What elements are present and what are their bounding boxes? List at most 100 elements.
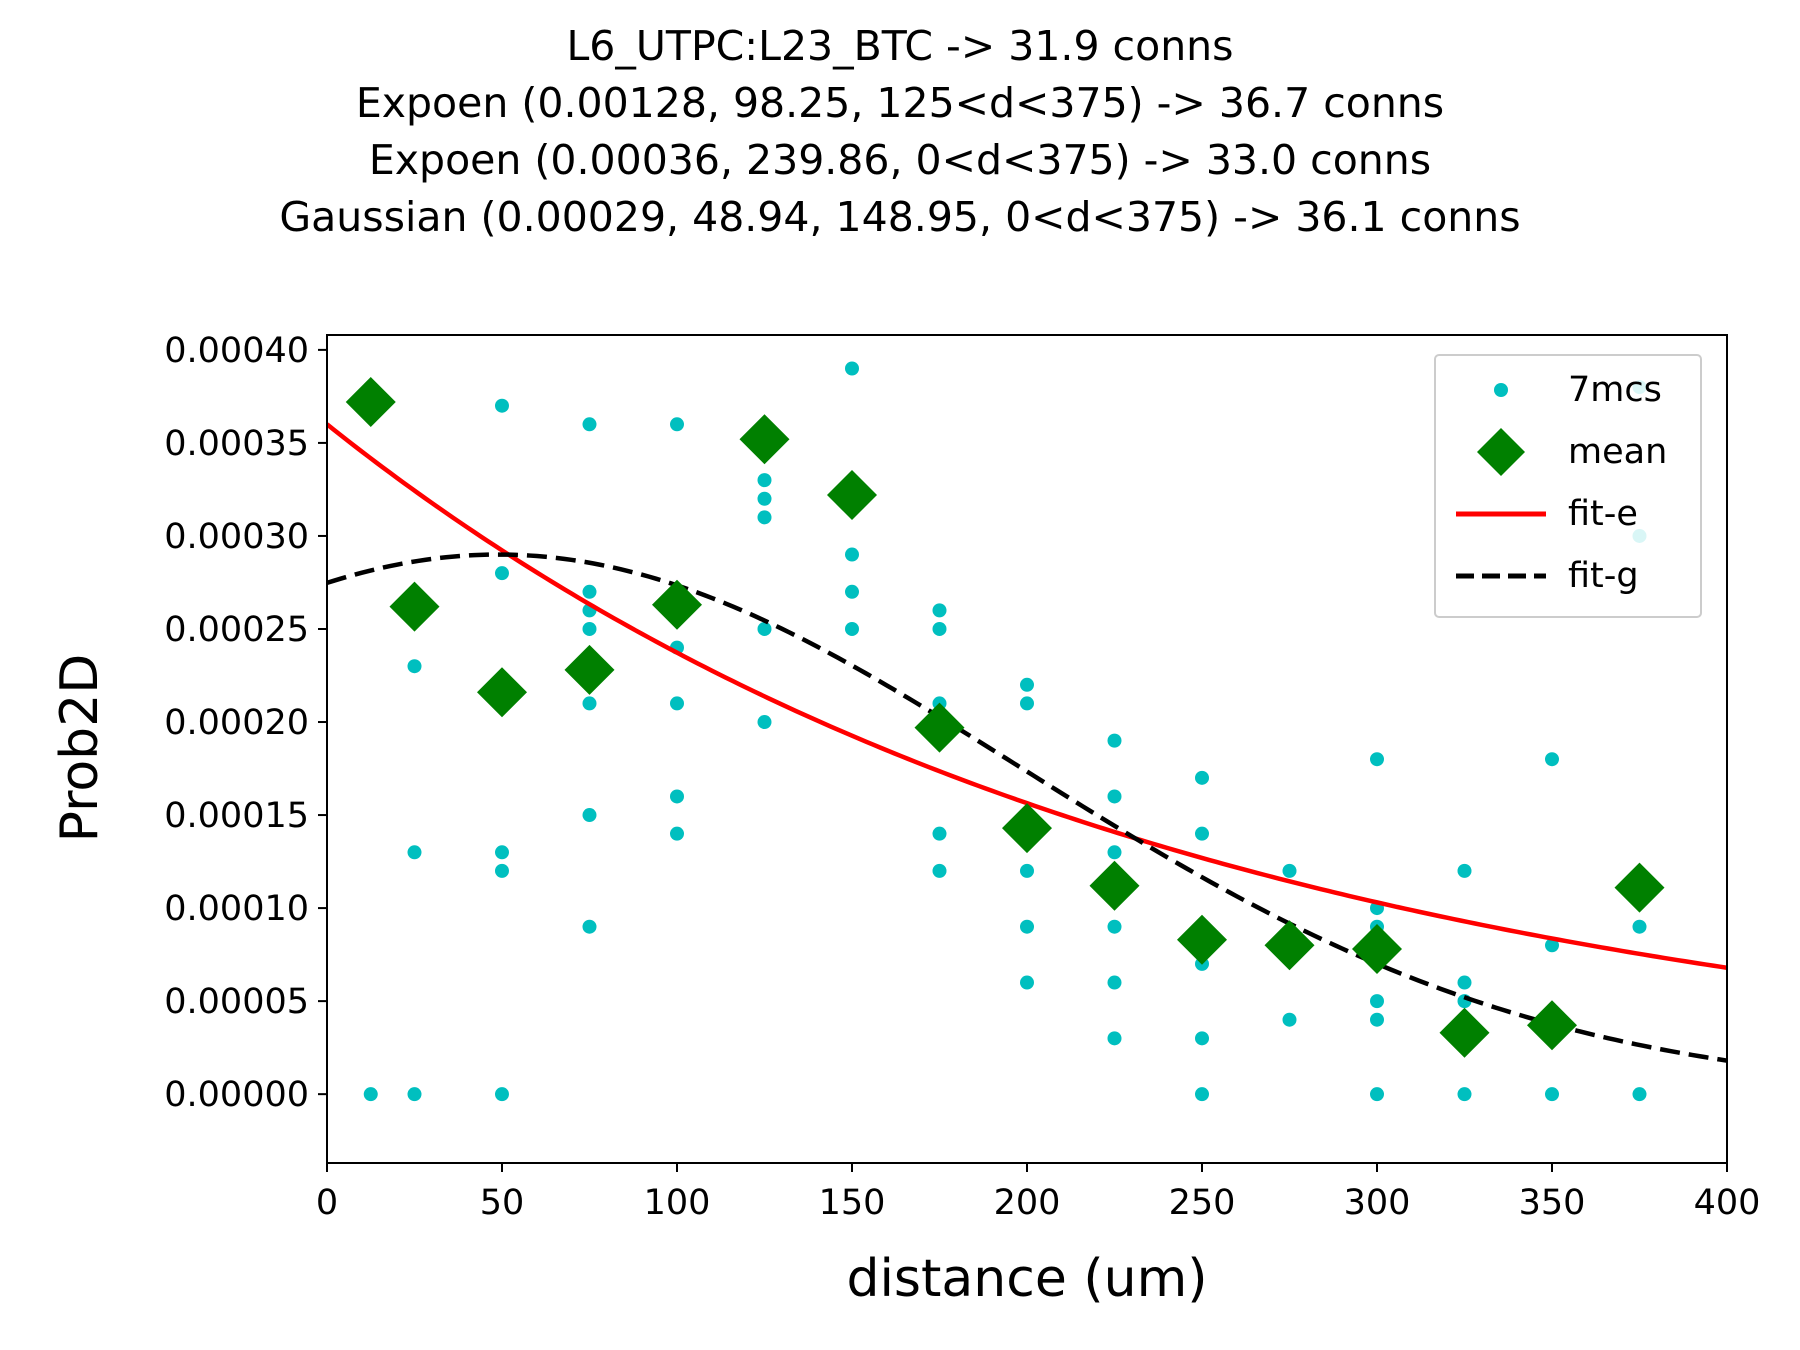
y-tick-label: 0.00020 [164, 703, 309, 743]
x-tick-label: 250 [1169, 1183, 1236, 1223]
legend-label-7mcs: 7mcs [1568, 370, 1662, 410]
data-point-7mcs [932, 621, 947, 636]
x-tick-label: 400 [1694, 1183, 1761, 1223]
mean-marker [652, 579, 702, 630]
data-point-7mcs [407, 845, 422, 860]
mean-marker [477, 667, 527, 718]
x-axis-label: distance (um) [846, 1249, 1207, 1309]
data-point-7mcs [670, 696, 684, 711]
data-point-7mcs [363, 1087, 378, 1102]
data-point-7mcs [1370, 1087, 1384, 1102]
data-point-7mcs [1107, 919, 1122, 934]
data-point-7mcs [1020, 696, 1034, 711]
legend-swatch-fit-e [1456, 511, 1546, 517]
data-point-7mcs [582, 621, 597, 636]
legend-label-fit-g: fit-g [1568, 556, 1639, 596]
y-tick-label: 0.00030 [164, 517, 309, 557]
data-point-7mcs [1457, 975, 1472, 990]
data-point-7mcs [1545, 938, 1559, 953]
data-point-7mcs [1107, 845, 1122, 860]
data-point-7mcs [1282, 1012, 1297, 1027]
data-point-7mcs [1020, 863, 1034, 878]
mean-marker [389, 581, 440, 632]
data-point-7mcs [495, 1087, 509, 1102]
data-point-7mcs [1370, 994, 1384, 1009]
mean-marker [1002, 803, 1052, 854]
data-point-7mcs [670, 789, 684, 804]
x-tick-label: 0 [316, 1183, 338, 1223]
data-point-7mcs [670, 826, 684, 841]
mean-marker [1264, 920, 1315, 971]
mean-marker [1089, 860, 1140, 911]
mean-marker [345, 376, 396, 427]
data-point-7mcs [495, 863, 509, 878]
mean-marker [1177, 914, 1227, 965]
data-point-7mcs [1282, 863, 1297, 878]
data-point-7mcs [1195, 1031, 1209, 1046]
chart-title-line-4: Gaussian (0.00029, 48.94, 148.95, 0<d<37… [279, 193, 1521, 241]
chart-title-line-1: L6_UTPC:L23_BTC -> 31.9 conns [566, 22, 1234, 70]
data-point-7mcs [845, 621, 859, 636]
mean-marker [1439, 1007, 1490, 1058]
data-point-7mcs [845, 547, 859, 562]
y-tick-label: 0.00025 [164, 610, 309, 650]
legend-entry-mean: mean [1436, 422, 1700, 482]
data-point-7mcs [1632, 919, 1647, 934]
y-tick-label: 0.00035 [164, 424, 309, 464]
data-point-7mcs [1020, 919, 1034, 934]
legend-swatch-7mcs [1494, 383, 1508, 397]
x-tick-label: 200 [994, 1183, 1061, 1223]
data-point-7mcs [1545, 752, 1559, 767]
data-point-7mcs [1107, 789, 1122, 804]
data-point-7mcs [582, 919, 597, 934]
x-tick-label: 350 [1519, 1183, 1586, 1223]
mean-marker [827, 470, 877, 521]
data-point-7mcs [495, 845, 509, 860]
data-point-7mcs [757, 510, 772, 525]
y-axis-label: Prob2D [50, 654, 110, 843]
data-point-7mcs [757, 715, 772, 730]
data-point-7mcs [670, 417, 684, 432]
data-point-7mcs [582, 584, 597, 599]
data-point-7mcs [1370, 752, 1384, 767]
mean-marker [914, 702, 965, 753]
data-point-7mcs [1457, 1087, 1472, 1102]
data-point-7mcs [757, 621, 772, 636]
plot-series-layer [327, 361, 1727, 1102]
mean-marker [564, 644, 615, 695]
y-tick-label: 0.00040 [164, 331, 309, 371]
data-point-7mcs [1020, 677, 1034, 692]
data-point-7mcs [932, 603, 947, 618]
y-tick-label: 0.00015 [164, 796, 309, 836]
x-tick-label: 50 [480, 1183, 525, 1223]
x-axis: 0 50 100 150 200 250 300 350 400 [316, 1163, 1761, 1223]
fit-g-line [327, 552, 1727, 1063]
data-point-7mcs [932, 826, 947, 841]
chart-title-line-2: Expoen (0.00128, 98.25, 125<d<375) -> 36… [355, 79, 1445, 127]
x-tick-label: 300 [1344, 1183, 1411, 1223]
data-point-7mcs [1020, 975, 1034, 990]
data-point-7mcs [582, 808, 597, 823]
data-point-7mcs [932, 863, 947, 878]
x-tick-label: 100 [644, 1183, 711, 1223]
legend-entry-fit-e: fit-e [1436, 484, 1700, 544]
y-tick-label: 0.00005 [164, 982, 309, 1022]
data-point-7mcs [582, 417, 597, 432]
data-point-7mcs [1370, 1012, 1384, 1027]
mean-marker [1614, 862, 1665, 913]
y-tick-label: 0.00010 [164, 889, 309, 929]
data-point-7mcs [1107, 975, 1122, 990]
x-tick-label: 150 [819, 1183, 886, 1223]
data-point-7mcs [495, 398, 509, 413]
mean-marker [1527, 1000, 1577, 1051]
data-point-7mcs [407, 659, 422, 674]
data-point-7mcs [1457, 863, 1472, 878]
data-point-7mcs [407, 1087, 422, 1102]
legend-label-mean: mean [1568, 432, 1668, 472]
chart-title-line-3: Expoen (0.00036, 239.86, 0<d<375) -> 33.… [368, 136, 1432, 184]
data-point-7mcs [1545, 1087, 1559, 1102]
data-point-7mcs [495, 566, 509, 581]
data-point-7mcs [1195, 1087, 1209, 1102]
mean-marker [1352, 924, 1402, 975]
